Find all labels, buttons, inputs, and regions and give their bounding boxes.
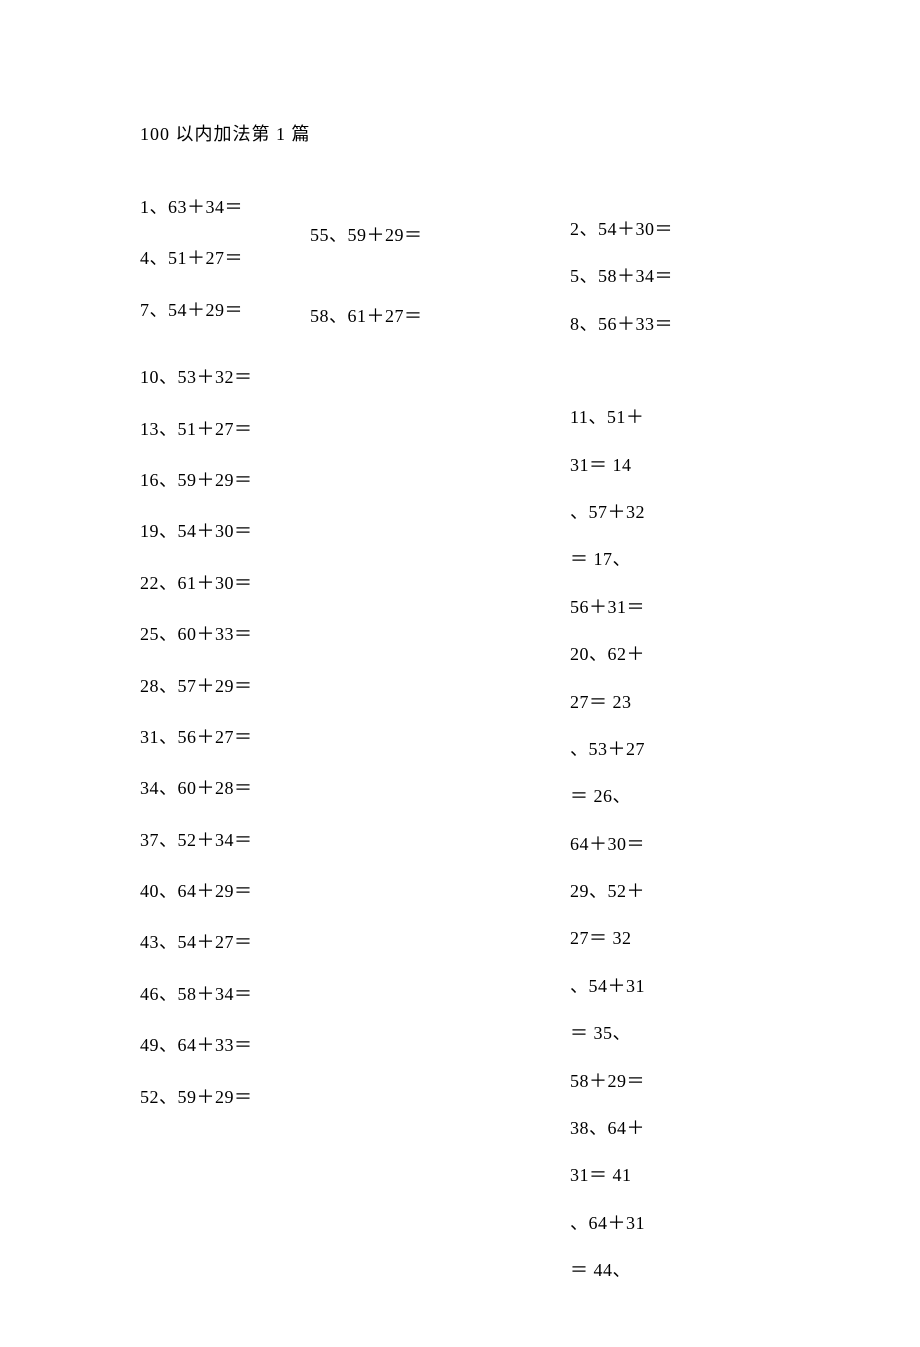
problem-line: 58＋29＝ bbox=[570, 1070, 730, 1093]
problem-line: 5、58＋34＝ bbox=[570, 265, 730, 288]
column-right: 2、54＋30＝ 5、58＋34＝ 8、56＋33＝ 11、51＋ 31＝ 14 、57＋… bbox=[570, 218, 730, 1307]
problem-line: 38、64＋ bbox=[570, 1117, 730, 1140]
problem-line: 58、61＋27＝ bbox=[310, 305, 570, 328]
problem-line: 20、62＋ bbox=[570, 643, 730, 666]
problem-line: 1、63＋34＝ bbox=[140, 196, 310, 219]
problem-line: 25、60＋33＝ bbox=[140, 623, 310, 646]
problem-line: 34、60＋28＝ bbox=[140, 777, 310, 800]
problem-line: 46、58＋34＝ bbox=[140, 983, 310, 1006]
problem-line: 31＝ 41 bbox=[570, 1164, 730, 1187]
problem-line: 8、56＋33＝ bbox=[570, 313, 730, 336]
problem-line: 27＝ 23 bbox=[570, 691, 730, 714]
page-title: 100 以内加法第 1 篇 bbox=[140, 120, 780, 146]
problem-line: 、53＋27 bbox=[570, 738, 730, 761]
problem-line: 16、59＋29＝ bbox=[140, 469, 310, 492]
problem-line: 11、51＋ bbox=[570, 406, 730, 429]
column-middle: 55、59＋29＝ 58、61＋27＝ bbox=[310, 196, 570, 359]
problem-line: 40、64＋29＝ bbox=[140, 880, 310, 903]
problem-line: 、54＋31 bbox=[570, 975, 730, 998]
problem-line: 28、57＋29＝ bbox=[140, 675, 310, 698]
column-left: 1、63＋34＝ 4、51＋27＝ 7、54＋29＝ 10、53＋32＝ 13、51＋2… bbox=[140, 196, 310, 1137]
problem-line: ＝ 26、 bbox=[570, 785, 730, 808]
problem-line: ＝ 17、 bbox=[570, 548, 730, 571]
problem-line: 13、51＋27＝ bbox=[140, 418, 310, 441]
problem-line: 31、56＋27＝ bbox=[140, 726, 310, 749]
problem-line: ＝ 44、 bbox=[570, 1259, 730, 1282]
problem-line: 49、64＋33＝ bbox=[140, 1034, 310, 1057]
problem-line: 29、52＋ bbox=[570, 880, 730, 903]
problem-line: 43、54＋27＝ bbox=[140, 931, 310, 954]
problem-line: 19、54＋30＝ bbox=[140, 520, 310, 543]
page-container: 100 以内加法第 1 篇 1、63＋34＝ 4、51＋27＝ 7、54＋29＝ 10… bbox=[0, 0, 920, 1347]
problem-line: 64＋30＝ bbox=[570, 833, 730, 856]
problem-line: ＝ 35、 bbox=[570, 1022, 730, 1045]
problem-line: 37、52＋34＝ bbox=[140, 829, 310, 852]
problem-line: 、64＋31 bbox=[570, 1212, 730, 1235]
problem-line: 27＝ 32 bbox=[570, 927, 730, 950]
problem-line: 31＝ 14 bbox=[570, 454, 730, 477]
problem-line: 52、59＋29＝ bbox=[140, 1086, 310, 1109]
problem-line: 22、61＋30＝ bbox=[140, 572, 310, 595]
problem-line: 10、53＋32＝ bbox=[140, 366, 310, 389]
problem-line: 4、51＋27＝ bbox=[140, 247, 310, 270]
problem-line: 、57＋32 bbox=[570, 501, 730, 524]
problem-line: 7、54＋29＝ bbox=[140, 299, 310, 322]
columns-wrapper: 1、63＋34＝ 4、51＋27＝ 7、54＋29＝ 10、53＋32＝ 13、51＋2… bbox=[140, 196, 780, 1307]
problem-line: 2、54＋30＝ bbox=[570, 218, 730, 241]
problem-line: 55、59＋29＝ bbox=[310, 224, 570, 247]
problem-line: 56＋31＝ bbox=[570, 596, 730, 619]
